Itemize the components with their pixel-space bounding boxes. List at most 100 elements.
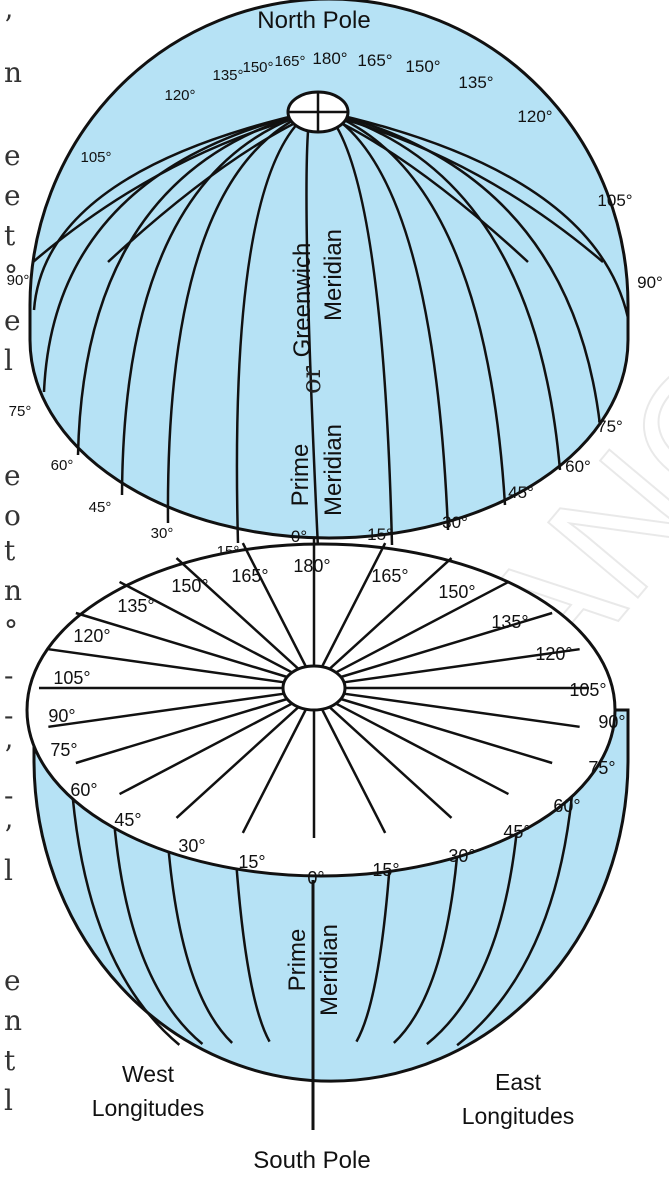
degree-label-east: 75° — [597, 417, 623, 436]
meridian-line — [32, 110, 311, 311]
face-degree-east: 15° — [372, 860, 399, 880]
margin-char: t — [4, 534, 16, 567]
southern-hemisphere: 180° 0° 165° 150° 135° 120° 105° 90° 75° 60° 45° 30… — [25, 538, 630, 1130]
face-degree-east: 75° — [588, 758, 615, 778]
face-spoke — [48, 692, 285, 729]
degree-label-east: 135° — [458, 73, 493, 92]
degree-label-west: 75° — [9, 403, 32, 420]
meridian-label-upper-right: Meridian — [320, 229, 347, 321]
degree-label-west: 120° — [164, 87, 195, 104]
margin-char: - — [4, 659, 13, 692]
meridian-label-lower: Meridian — [316, 924, 343, 1016]
degree-label-center: 0° — [291, 527, 307, 546]
face-spoke — [343, 692, 580, 729]
margin-char: ’ — [4, 9, 13, 42]
northern-hemisphere: 120°135°150° 165° 180° 165° 150°135°120° 105… — [7, 0, 663, 560]
meridian-line — [325, 110, 562, 471]
face-degree-west: 120° — [73, 626, 110, 646]
southern-meridian-lines — [68, 754, 577, 1047]
south-pole-hole — [281, 664, 347, 712]
degree-label-center: 180° — [312, 49, 347, 68]
margin-char: - — [4, 779, 13, 812]
degree-label-east: 30° — [442, 513, 468, 532]
face-spoke — [328, 706, 453, 819]
northern-top-degree-labels: 120°135°150° 165° 180° 165° 150°135°120° — [164, 49, 552, 126]
margin-char: n — [4, 56, 22, 89]
meridian-line — [42, 110, 311, 393]
meridian-line — [68, 759, 181, 1046]
degree-label-west: 135° — [212, 67, 243, 84]
face-spoke — [320, 708, 387, 834]
meridian-line — [325, 110, 630, 319]
degree-label-west: 105° — [80, 149, 111, 166]
degree-label-west: 60° — [51, 457, 74, 474]
face-degree-west: 165° — [231, 566, 268, 586]
face-degree-center-bottom: 0° — [307, 868, 324, 888]
northern-meridian-lines — [32, 110, 630, 549]
face-spoke — [320, 542, 387, 668]
face-degree-west: 60° — [70, 780, 97, 800]
degree-label-west: 165° — [274, 53, 305, 70]
face-degree-east: 90° — [598, 712, 625, 732]
equatorial-face-degree-labels: 180° 0° 165° 150° 135° 120° 105° 90° 75° 60° 45° 30… — [48, 556, 625, 888]
degree-label-east: 105° — [597, 191, 632, 210]
degree-label-east: 60° — [565, 457, 591, 476]
face-spoke — [241, 708, 308, 834]
face-spoke — [335, 580, 510, 674]
or-label: or — [297, 365, 327, 394]
degree-label-west: 150° — [242, 59, 273, 76]
margin-char: e — [4, 304, 21, 337]
margin-char: t — [4, 1044, 16, 1077]
margin-char: t — [4, 219, 16, 252]
face-degree-east: 30° — [448, 846, 475, 866]
face-degree-east: 150° — [438, 582, 475, 602]
south-pole-label: South Pole — [253, 1147, 370, 1174]
degree-label-east: 120° — [517, 107, 552, 126]
degree-label-west: 90° — [7, 272, 30, 289]
degree-label-west: 45° — [89, 499, 112, 516]
face-degree-east: 45° — [503, 822, 530, 842]
face-spoke — [48, 647, 285, 684]
margin-char: l — [4, 854, 13, 887]
face-degree-east: 105° — [569, 680, 606, 700]
margin-char: ° — [4, 614, 18, 647]
meridian-line — [164, 814, 234, 1044]
meridian-line — [325, 110, 602, 426]
northern-rim-degree-labels: 105°90°75°60°45°30°15°0°15°30°45°60°75°9… — [7, 149, 663, 560]
meridian-line — [456, 754, 577, 1047]
degree-label-east: 150° — [405, 57, 440, 76]
face-degree-west: 75° — [50, 740, 77, 760]
degree-label-east: 165° — [357, 51, 392, 70]
face-spoke — [340, 697, 553, 765]
meridian-line — [325, 111, 394, 546]
face-degree-west: 30° — [178, 836, 205, 856]
meridian-line — [392, 817, 462, 1044]
face-spoke — [343, 647, 580, 684]
margin-char: e — [4, 964, 21, 997]
face-spoke — [340, 611, 553, 679]
meridian-line — [235, 110, 311, 544]
margin-char: - — [4, 699, 13, 732]
degree-label-east: 90° — [637, 273, 663, 292]
prime-label-lower: Prime — [284, 929, 311, 992]
face-spoke — [118, 702, 293, 796]
degree-label-east: 45° — [508, 483, 534, 502]
margin-char: o — [4, 499, 21, 532]
east-longitudes-line2: Longitudes — [462, 1103, 575, 1129]
equatorial-face-spokes — [39, 538, 589, 838]
face-spoke — [175, 557, 300, 670]
face-degree-west: 105° — [53, 668, 90, 688]
west-longitudes-line2: Longitudes — [92, 1095, 205, 1121]
face-degree-center-top: 180° — [293, 556, 330, 576]
face-degree-east: 165° — [371, 566, 408, 586]
prime-label-upper: Prime — [287, 444, 314, 507]
face-spoke — [75, 611, 288, 679]
north-pole-label: North Pole — [257, 7, 370, 34]
margin-char: ° — [4, 259, 18, 292]
face-degree-east: 135° — [491, 612, 528, 632]
meridian-line — [110, 791, 204, 1045]
meridian-line — [325, 110, 507, 506]
face-degree-east: 60° — [553, 796, 580, 816]
